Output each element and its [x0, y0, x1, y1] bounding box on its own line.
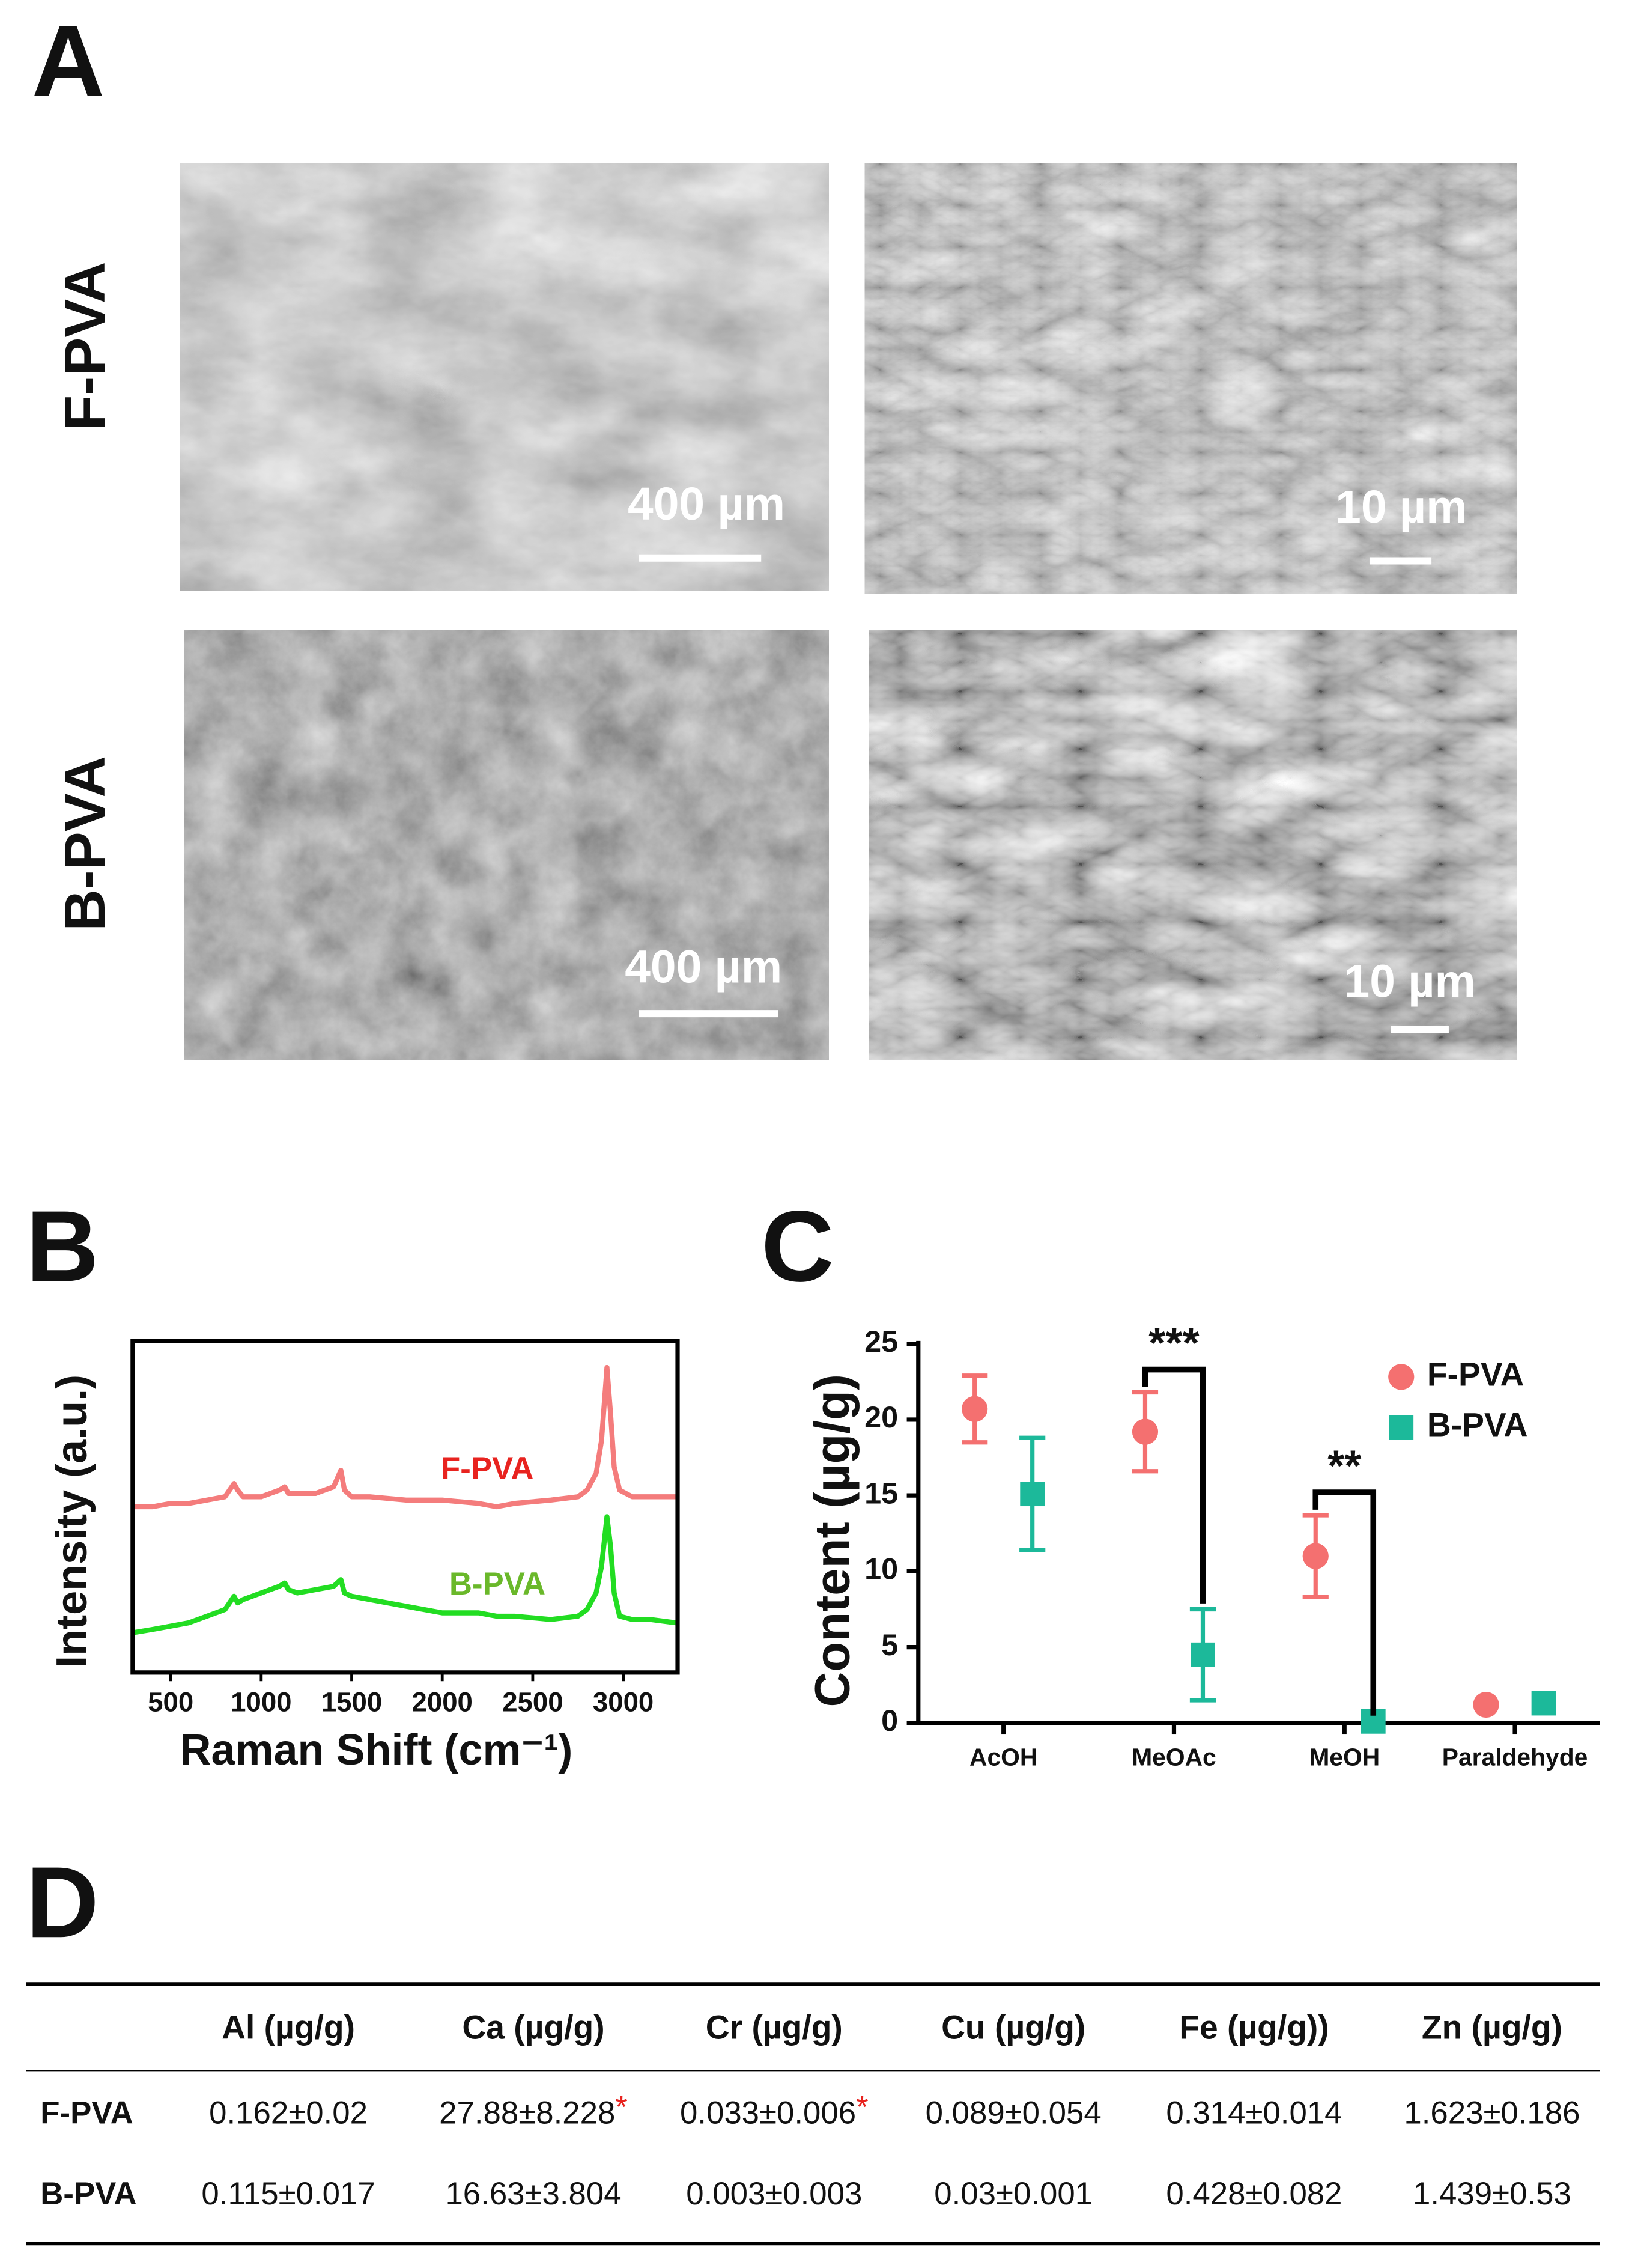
y-tick-label: 5 — [881, 1628, 898, 1662]
panel-label: A — [32, 5, 105, 118]
column-header: Zn (µg/g) — [1422, 2009, 1562, 2046]
x-tick-label: MeOAc — [1132, 1744, 1216, 1771]
scale-bar-label: 10 µm — [1335, 481, 1467, 533]
cell-value: 0.003±0.003 — [686, 2176, 862, 2212]
sem-image — [180, 163, 829, 591]
x-tick-label: 1500 — [321, 1687, 382, 1718]
point — [1191, 1642, 1215, 1667]
table-cell: 0.03±0.001 — [934, 2176, 1093, 2212]
spectrum-line — [132, 1364, 676, 1510]
y-axis-label: Intensity (a.u.) — [48, 1375, 96, 1668]
y-tick-label: 0 — [881, 1703, 898, 1737]
legend-marker — [1389, 1415, 1414, 1440]
x-axis-label: Raman Shift (cm⁻¹) — [180, 1726, 572, 1774]
cell-value: 0.314±0.014 — [1166, 2096, 1342, 2131]
x-tick-label: 3000 — [593, 1687, 654, 1718]
row-label: F-PVA — [53, 262, 117, 431]
x-tick-label: AcOH — [969, 1744, 1037, 1771]
significance-bracket — [1312, 1489, 1377, 1716]
table-cell: 0.428±0.082 — [1166, 2176, 1342, 2212]
y-tick-label: 15 — [864, 1476, 898, 1510]
cell-value: 0.033±0.006 — [680, 2096, 856, 2131]
cell-value: 0.089±0.054 — [926, 2096, 1102, 2131]
cell-value: 0.115±0.017 — [201, 2176, 375, 2212]
y-axis-label: Content (µg/g) — [805, 1374, 860, 1707]
point — [1020, 1482, 1045, 1507]
y-tick-label: 10 — [864, 1552, 898, 1586]
sem-image — [184, 630, 829, 1060]
y-tick-label: 20 — [864, 1400, 898, 1434]
scale-bar-label: 400 µm — [628, 478, 785, 530]
row-label: B-PVA — [53, 756, 117, 931]
series-label: F-PVA — [441, 1451, 533, 1486]
plot-frame — [130, 1339, 680, 1675]
point — [1473, 1691, 1499, 1718]
table-cell: 0.162±0.02 — [209, 2096, 368, 2131]
y-tick-label: 25 — [864, 1324, 898, 1358]
table-cell: 16.63±3.804 — [445, 2176, 621, 2212]
significance-mark: * — [856, 2090, 869, 2125]
table-cell: 1.439±0.53 — [1413, 2176, 1571, 2212]
significance-mark: * — [615, 2090, 628, 2125]
cell-value: 16.63±3.804 — [445, 2176, 621, 2212]
column-header: Cr (µg/g) — [706, 2009, 843, 2046]
row-header: F-PVA — [40, 2096, 133, 2131]
spectrum-line — [132, 1514, 676, 1635]
cell-value: 0.03±0.001 — [934, 2176, 1093, 2212]
series-label: B-PVA — [449, 1566, 545, 1602]
cell-value: 27.88±8.228 — [439, 2096, 615, 2131]
cell-value: 1.623±0.186 — [1404, 2096, 1580, 2131]
table-cell: 0.089±0.054 — [926, 2096, 1102, 2131]
point — [962, 1396, 988, 1422]
legend-marker — [1388, 1364, 1415, 1390]
point — [1132, 1418, 1159, 1445]
scale-bar-label: 10 µm — [1344, 955, 1476, 1007]
point — [1302, 1543, 1329, 1569]
raman-chart: F-PVA B-PVA 500 1000 1500 2000 2500 3000 Raman S… — [48, 1339, 680, 1774]
sem-image — [864, 163, 1517, 594]
scale-bar-label: 400 µm — [625, 941, 782, 993]
table-cell: 0.115±0.017 — [201, 2176, 375, 2212]
cell-value: 1.439±0.53 — [1413, 2176, 1571, 2212]
x-tick-label: 1000 — [231, 1687, 291, 1718]
cell-value: 0.162±0.02 — [209, 2096, 368, 2131]
x-tick-label: 2000 — [412, 1687, 473, 1718]
content-chart: 0 5 10 15 20 25 AcOH MeOAc MeOH Paraldehyde Conten… — [805, 1319, 1600, 1771]
table-cell: 1.623±0.186 — [1404, 2096, 1580, 2131]
x-tick-label: 2500 — [502, 1687, 563, 1718]
significance-label: ** — [1327, 1443, 1361, 1491]
table-cell: 27.88±8.228* — [439, 2090, 628, 2131]
x-tick-label: Paraldehyde — [1442, 1744, 1588, 1771]
significance-bracket — [1142, 1366, 1206, 1604]
legend-label: F-PVA — [1427, 1355, 1524, 1393]
column-header: Ca (µg/g) — [462, 2009, 604, 2046]
x-tick-label: 500 — [148, 1687, 193, 1718]
panel-label: D — [26, 1846, 99, 1959]
column-header: Fe (µg/g)) — [1179, 2009, 1329, 2046]
x-tick-label: MeOH — [1309, 1744, 1380, 1771]
table-cell: 0.003±0.003 — [686, 2176, 862, 2212]
table-cell: 0.314±0.014 — [1166, 2096, 1342, 2131]
column-header: Al (µg/g) — [222, 2009, 355, 2046]
element-table: Al (µg/g) Ca (µg/g) Cr (µg/g) Cu (µg/g) Fe (… — [26, 1982, 1600, 2246]
point — [1531, 1691, 1556, 1716]
column-header: Cu (µg/g) — [941, 2009, 1085, 2046]
row-header: B-PVA — [40, 2176, 136, 2212]
cell-value: 0.428±0.082 — [1166, 2176, 1342, 2212]
table-cell: 0.033±0.006* — [680, 2090, 869, 2131]
panel-label: B — [26, 1190, 99, 1303]
legend-label: B-PVA — [1427, 1406, 1528, 1443]
significance-label: *** — [1148, 1319, 1199, 1367]
panel-label: C — [761, 1190, 834, 1303]
sem-image — [869, 630, 1517, 1060]
